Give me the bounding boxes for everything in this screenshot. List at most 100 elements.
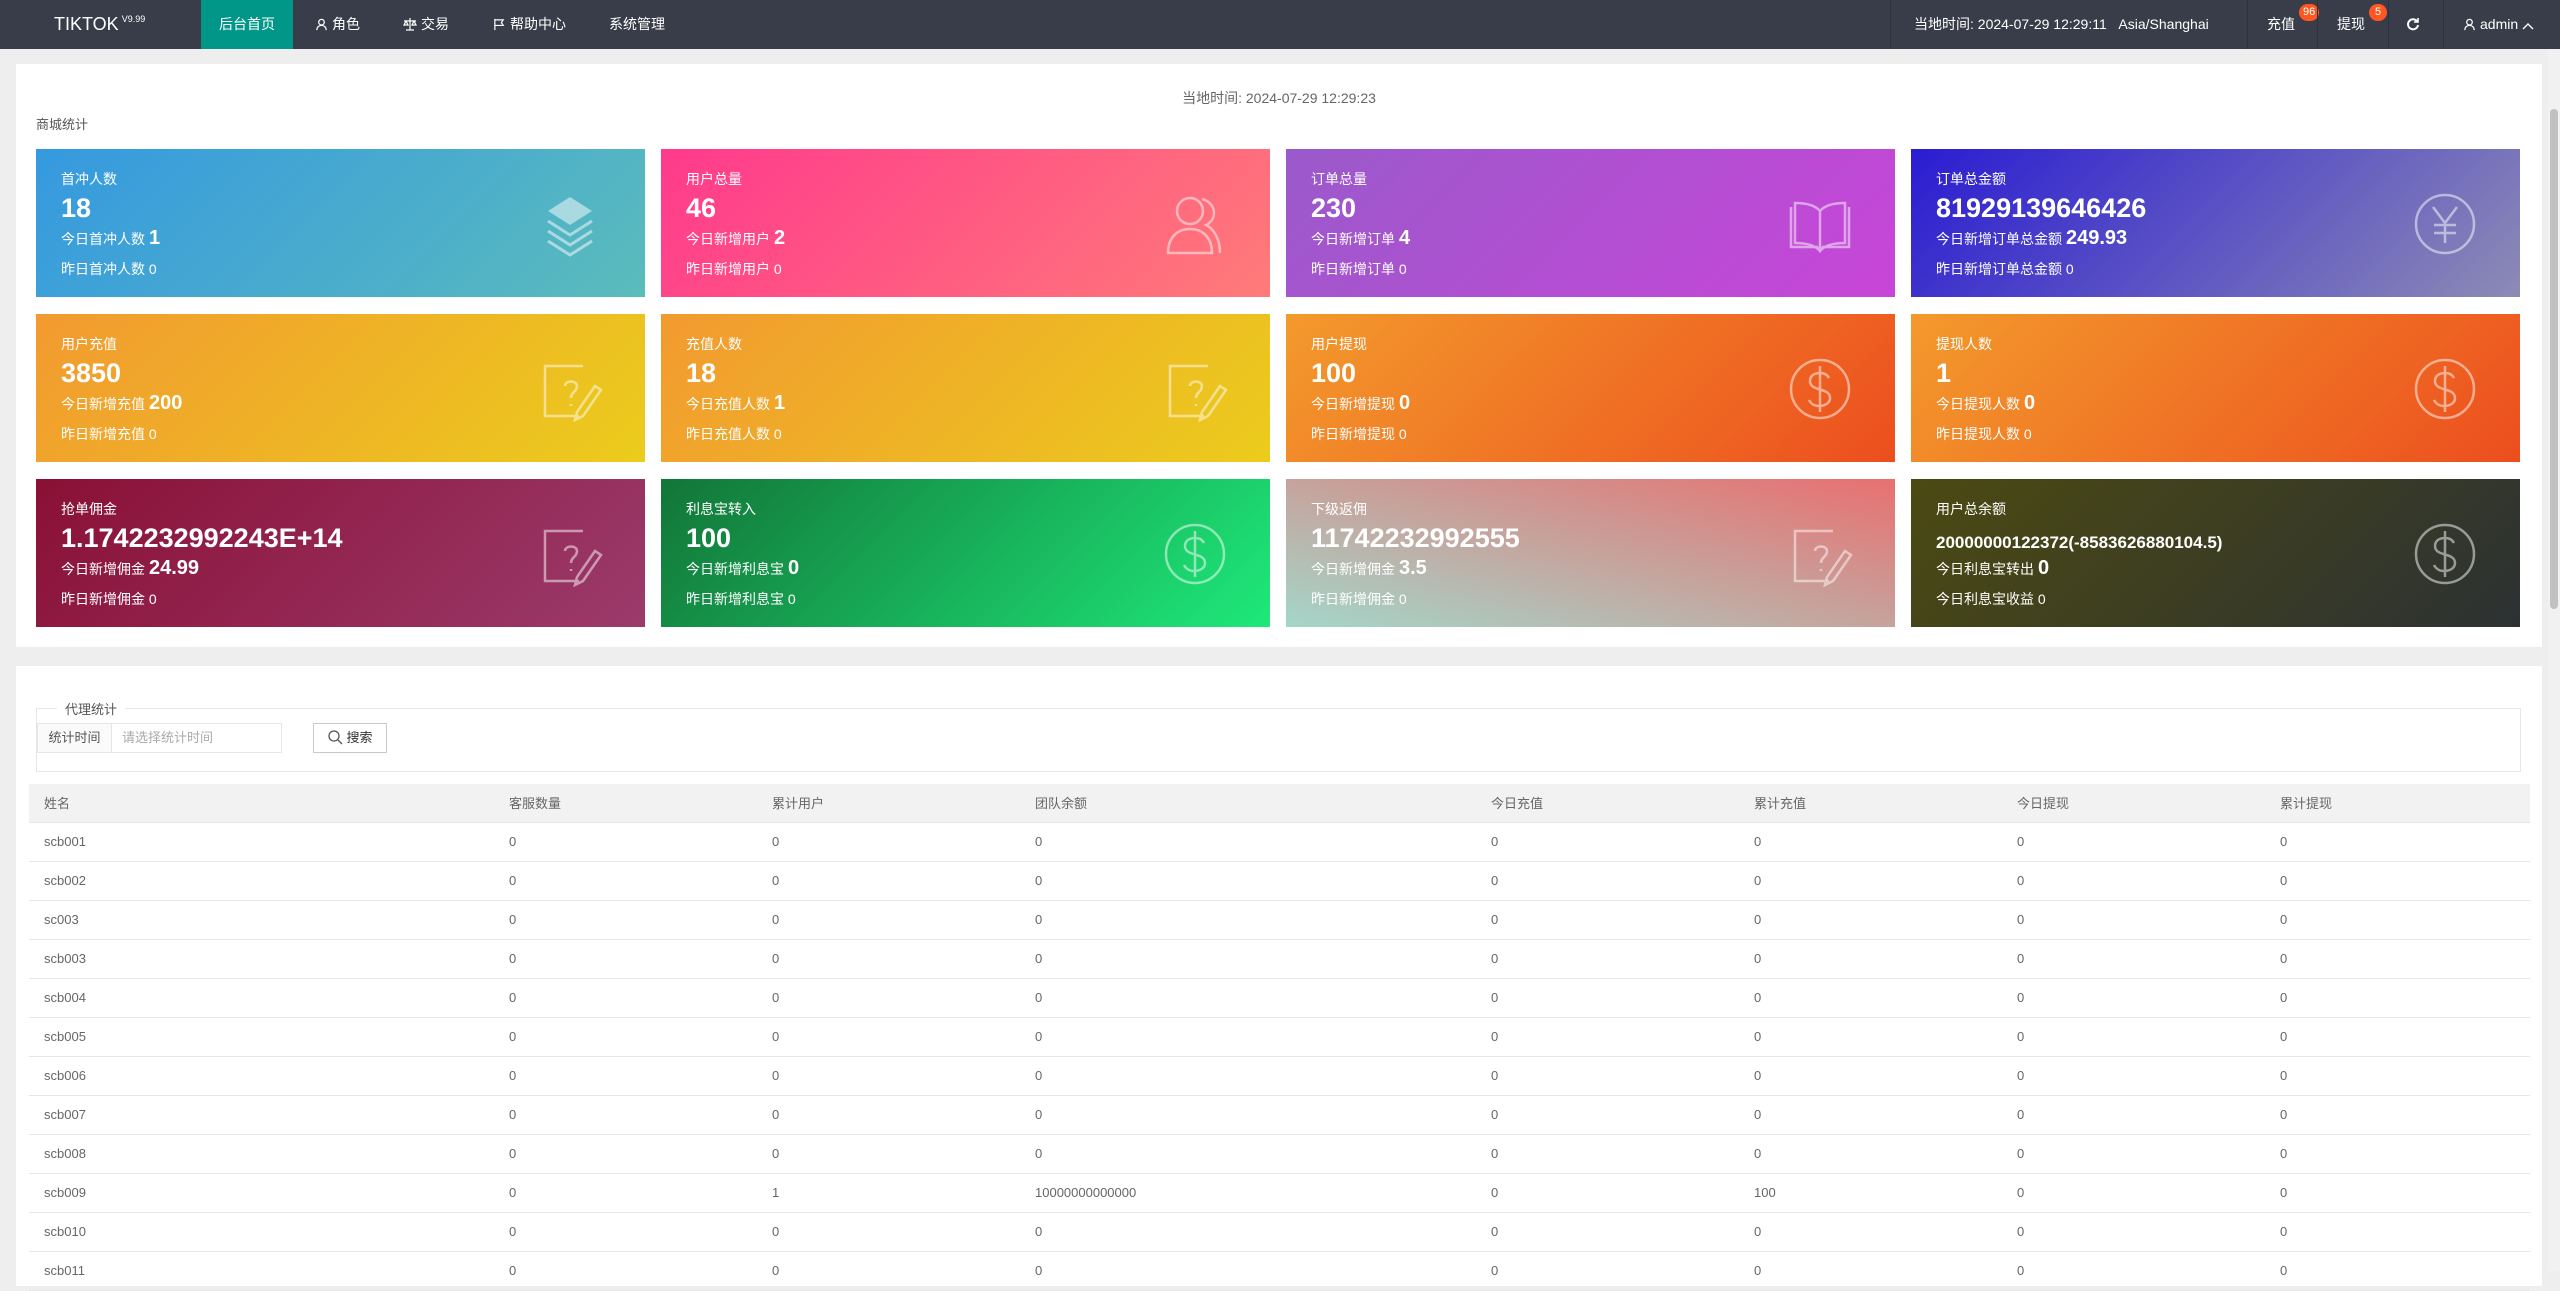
user-menu[interactable]: admin — [2463, 0, 2538, 49]
stat-card[interactable]: 用户提现 100 今日新增提现 0 昨日新增提现 0 — [1286, 314, 1895, 462]
agent-legend: 代理统计 — [65, 702, 118, 717]
layers-icon — [547, 197, 593, 257]
stat-card[interactable]: 抢单佣金 1.1742232992243E+14 今日新增佣金 24.99 昨日新… — [36, 479, 645, 627]
card-value: 1 — [1936, 358, 1952, 388]
card-today-label: 今日新增佣金 — [61, 561, 145, 577]
table-cell: 0 — [1020, 1134, 1476, 1174]
card-title: 用户总余额 — [1936, 501, 2006, 517]
card-yesterday: 昨日新增提现 0 — [1311, 426, 1407, 442]
search-icon — [328, 730, 343, 745]
stat-card[interactable]: 首冲人数 18 今日首冲人数 1 昨日首冲人数 0 — [36, 149, 645, 297]
table-row: sc003 0 0 0 0 0 0 0 — [29, 900, 2530, 940]
stat-card[interactable]: 用户充值 3850 今日新增充值 200 昨日新增充值 0 — [36, 314, 645, 462]
agent-stats-panel: 代理统计 统计时间 请选择统计时间 搜索 姓名 客服数量 累计用户 团队余额 今日充值累… — [16, 666, 2542, 1291]
logo-text: TIKTOK — [54, 14, 119, 34]
card-today: 今日新增订单总金额 249.93 — [1936, 227, 2127, 250]
user-icon — [316, 18, 327, 31]
stat-card[interactable]: 提现人数 1 今日提现人数 0 昨日提现人数 0 — [1911, 314, 2520, 462]
stat-card[interactable]: 订单总量 230 今日新增订单 4 昨日新增订单 0 — [1286, 149, 1895, 297]
section-title: 商城统计 — [36, 117, 89, 132]
card-today: 今日新增用户 2 — [686, 227, 785, 250]
card-today-value: 0 — [1399, 392, 1411, 414]
recharge-menu[interactable]: 充值 96 — [2267, 0, 2320, 49]
table-cell: 0 — [2002, 1212, 2265, 1252]
recharge-label: 充值 — [2267, 16, 2295, 32]
table-cell: 0 — [1020, 1017, 1476, 1057]
table-cell: 0 — [757, 861, 1020, 901]
table-cell: 0 — [494, 1017, 757, 1057]
table-cell: 0 — [1476, 1173, 1739, 1213]
nav-item-trade[interactable]: 交易 — [403, 0, 449, 49]
stat-card[interactable]: 利息宝转入 100 今日新增利息宝 0 昨日新增利息宝 0 — [661, 479, 1270, 627]
table-row: scb009 0 1 10000000000000 0 100 0 0 — [29, 1173, 2530, 1213]
table-cell: scb006 — [29, 1056, 494, 1096]
table-row: scb007 0 0 0 0 0 0 0 — [29, 1095, 2530, 1135]
card-today: 今日首冲人数 1 — [61, 227, 160, 250]
card-today: 今日新增充值 200 — [61, 392, 182, 415]
time-input[interactable]: 请选择统计时间 — [112, 723, 282, 753]
table-cell: 0 — [1020, 1095, 1476, 1135]
card-today: 今日新增利息宝 0 — [686, 557, 799, 580]
card-title: 利息宝转入 — [686, 501, 756, 517]
agent-filter: 代理统计 — [36, 699, 2521, 772]
card-today: 今日新增提现 0 — [1311, 392, 1410, 415]
card-today-label: 今日充值人数 — [686, 396, 770, 412]
scrollbar[interactable] — [2548, 49, 2560, 1271]
card-today-label: 今日新增订单 — [1311, 231, 1395, 247]
table-cell: 0 — [2265, 939, 2530, 979]
logo[interactable]: TIKTOK V9.99 — [54, 14, 145, 35]
stat-card[interactable]: 用户总量 46 今日新增用户 2 昨日新增用户 0 — [661, 149, 1270, 297]
table-cell: 10000000000000 — [1020, 1173, 1476, 1213]
table-row: scb002 0 0 0 0 0 0 0 — [29, 861, 2530, 901]
card-today-label: 今日新增提现 — [1311, 396, 1395, 412]
stat-card[interactable]: 下级返佣 11742232992555 今日新增佣金 3.5 昨日新增佣金 0 — [1286, 479, 1895, 627]
scrollbar-thumb[interactable] — [2550, 109, 2558, 609]
card-today-label: 今日新增充值 — [61, 396, 145, 412]
card-yesterday: 昨日新增充值 0 — [61, 426, 157, 442]
card-title: 订单总量 — [1311, 171, 1367, 187]
table-row: scb001 0 0 0 0 0 0 0 — [29, 822, 2530, 862]
stat-card[interactable]: 充值人数 18 今日充值人数 1 昨日充值人数 0 — [661, 314, 1270, 462]
card-value: 18 — [61, 193, 92, 223]
chevron-up-icon — [2522, 23, 2534, 30]
card-today-value: 0 — [2038, 557, 2050, 579]
top-nav: TIKTOK V9.99 后台首页 角色 交易 帮助中心 系统管理 当地时间: 2… — [0, 0, 2560, 49]
card-value: 11742232992555 — [1311, 523, 1520, 553]
stat-card[interactable]: 用户总余额 20000000122372(-8583626880104.5) 今… — [1911, 479, 2520, 627]
table-cell: 0 — [494, 978, 757, 1018]
table-cell: 0 — [1739, 1017, 2002, 1057]
table-cell: 0 — [2002, 978, 2265, 1018]
card-today-value: 0 — [2024, 392, 2036, 414]
card-yesterday: 昨日新增利息宝 0 — [686, 591, 796, 607]
mall-stats-panel: 当地时间: 2024-07-29 12:29:23 商城统计 首冲人数 18 今… — [16, 64, 2542, 647]
table-cell: 0 — [757, 1095, 1020, 1135]
nav-item-help[interactable]: 帮助中心 — [493, 0, 566, 49]
table-cell: 0 — [1739, 978, 2002, 1018]
table-cell: 0 — [1739, 1095, 2002, 1135]
nav-item-home[interactable]: 后台首页 — [201, 0, 293, 49]
refresh-button[interactable] — [2406, 0, 2424, 49]
table-cell: 0 — [2265, 1212, 2530, 1252]
card-title: 首冲人数 — [61, 171, 117, 187]
table-cell: 0 — [2002, 861, 2265, 901]
column-header: 累计提现 — [2265, 784, 2530, 823]
table-cell: 0 — [1476, 1095, 1739, 1135]
agent-table: 姓名 客服数量 累计用户 团队余额 今日充值 累计充值 今日提现 累计提现 scb001 0 0 0… — [29, 784, 2530, 1291]
nav-item-system[interactable]: 系统管理 — [609, 0, 665, 49]
table-row: scb005 0 0 0 0 0 0 0 — [29, 1017, 2530, 1057]
stat-card[interactable]: 订单总金额 81929139646426 今日新增订单总金额 249.93 昨日新… — [1911, 149, 2520, 297]
local-time: 当地时间: 2024-07-29 12:29:23 — [1182, 90, 1376, 106]
flag-icon — [494, 18, 505, 31]
search-button[interactable]: 搜索 — [313, 723, 387, 753]
withdraw-menu[interactable]: 提现 5 — [2337, 0, 2387, 49]
table-cell: 0 — [494, 1134, 757, 1174]
nav-item-role[interactable]: 角色 — [315, 0, 360, 49]
withdraw-label: 提现 — [2337, 16, 2365, 32]
timezone: Asia/Shanghai — [2118, 16, 2209, 32]
table-cell: 0 — [2002, 1173, 2265, 1213]
table-cell: 0 — [1739, 939, 2002, 979]
table-cell: 0 — [1476, 1017, 1739, 1057]
table-cell: 0 — [1476, 978, 1739, 1018]
card-yesterday: 昨日新增订单总金额 0 — [1936, 261, 2074, 277]
question-edit-icon — [543, 529, 603, 587]
